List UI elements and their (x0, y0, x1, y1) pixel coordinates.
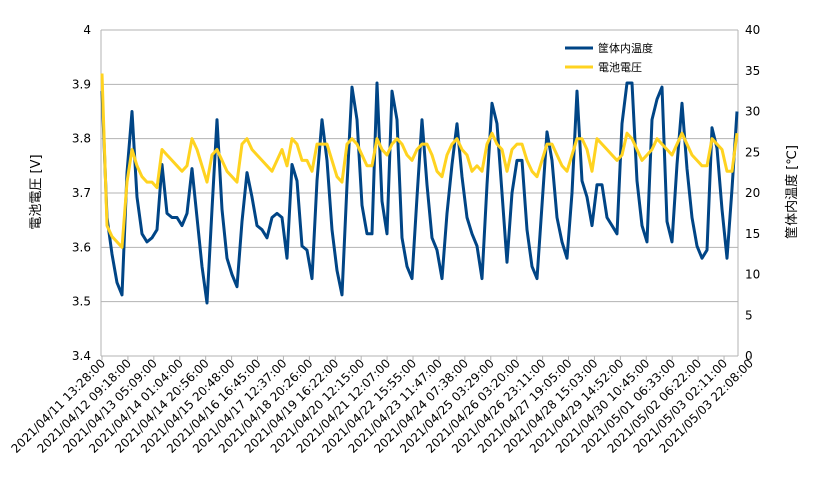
y-tick-right: 35 (745, 64, 760, 78)
legend: 筐体内温度 電池電圧 (565, 41, 653, 74)
y-tick-right: 30 (745, 105, 760, 119)
y-tick-right: 20 (745, 186, 760, 200)
y-tick-left: 3.6 (72, 240, 91, 254)
y-tick-left: 3.7 (72, 186, 91, 200)
y-tick-left: 3.9 (72, 77, 91, 91)
y-tick-left: 3.8 (72, 132, 91, 146)
series-line-voltage (100, 73, 739, 249)
y-axis-title-left: 電池電圧 [V] (29, 154, 44, 229)
legend-label-voltage: 電池電圧 (598, 61, 642, 74)
y-tick-left: 3.5 (72, 295, 91, 309)
y-tick-right: 10 (745, 268, 760, 282)
y-tick-left: 4 (83, 23, 91, 37)
y-tick-right: 25 (745, 145, 760, 159)
gridlines (101, 29, 738, 357)
series-line-temperature (100, 81, 739, 305)
y-tick-right: 40 (745, 23, 760, 37)
series-lines (100, 73, 739, 305)
legend-label-temperature: 筐体内温度 (598, 41, 653, 55)
y-tick-right: 15 (745, 227, 760, 241)
y-tick-left: 3.4 (72, 349, 91, 363)
y-tick-right: 5 (745, 308, 753, 322)
y-axis-title-right: 筐体内温度 [℃] (784, 145, 800, 239)
y-tick-right: 0 (745, 349, 753, 363)
